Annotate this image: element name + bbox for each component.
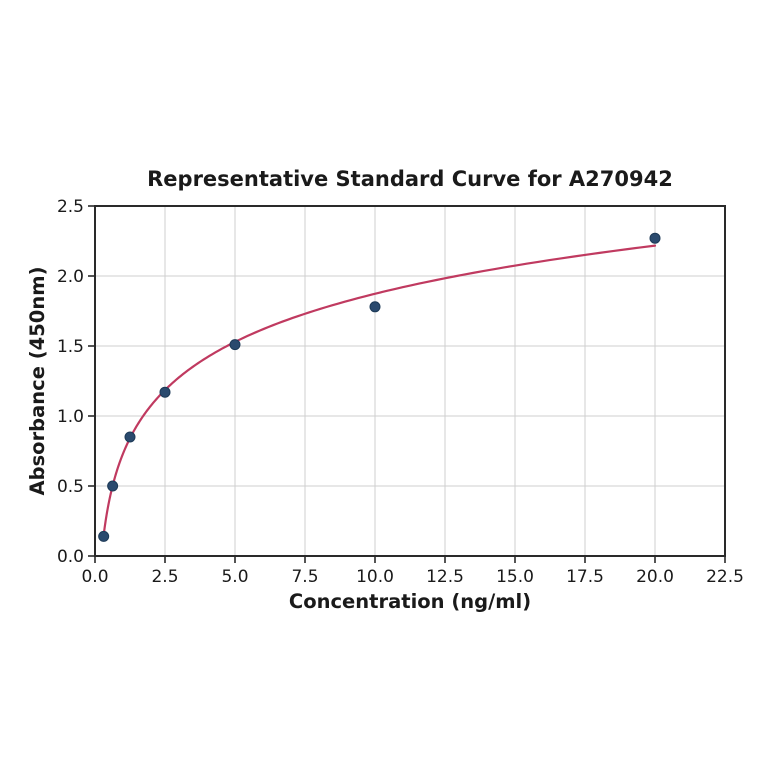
chart-title: Representative Standard Curve for A27094… [147, 167, 673, 191]
data-point [369, 301, 381, 313]
x-tick-label: 17.5 [566, 567, 604, 587]
data-point [98, 530, 110, 542]
data-points-layer [98, 232, 661, 542]
y-tick-label: 0.5 [57, 477, 84, 497]
fit-curve-layer [102, 244, 657, 537]
x-tick-label: 12.5 [426, 567, 464, 587]
x-tick-label: 22.5 [706, 567, 744, 587]
x-axis-label: Concentration (ng/ml) [289, 590, 531, 613]
y-axis-label: Absorbance (450nm) [26, 267, 49, 496]
y-tick-label: 1.0 [57, 407, 84, 427]
data-point [649, 232, 661, 244]
data-point [124, 431, 136, 443]
x-tick-label: 10.0 [356, 567, 394, 587]
gridlines [94, 205, 726, 557]
x-tick-label: 20.0 [636, 567, 674, 587]
fit-curve-line [102, 244, 657, 537]
y-tick-label: 0.0 [57, 547, 84, 567]
plot-border [94, 205, 726, 557]
x-tick-label: 5.0 [221, 567, 248, 587]
axis-ticks-layer: 0.0 2.5 5.0 7.5 10.0 12.5 15.0 17.5 20.0 22.5 0.0 0… [57, 197, 744, 587]
y-tick-label: 2.5 [57, 197, 84, 217]
data-point [107, 480, 119, 492]
x-tick-label: 2.5 [151, 567, 178, 587]
x-tick-label: 15.0 [496, 567, 534, 587]
data-point [159, 386, 171, 398]
data-point [229, 339, 241, 351]
y-tick-label: 1.5 [57, 337, 84, 357]
x-tick-label: 0.0 [81, 567, 108, 587]
y-tick-label: 2.0 [57, 267, 84, 287]
x-tick-label: 7.5 [291, 567, 318, 587]
